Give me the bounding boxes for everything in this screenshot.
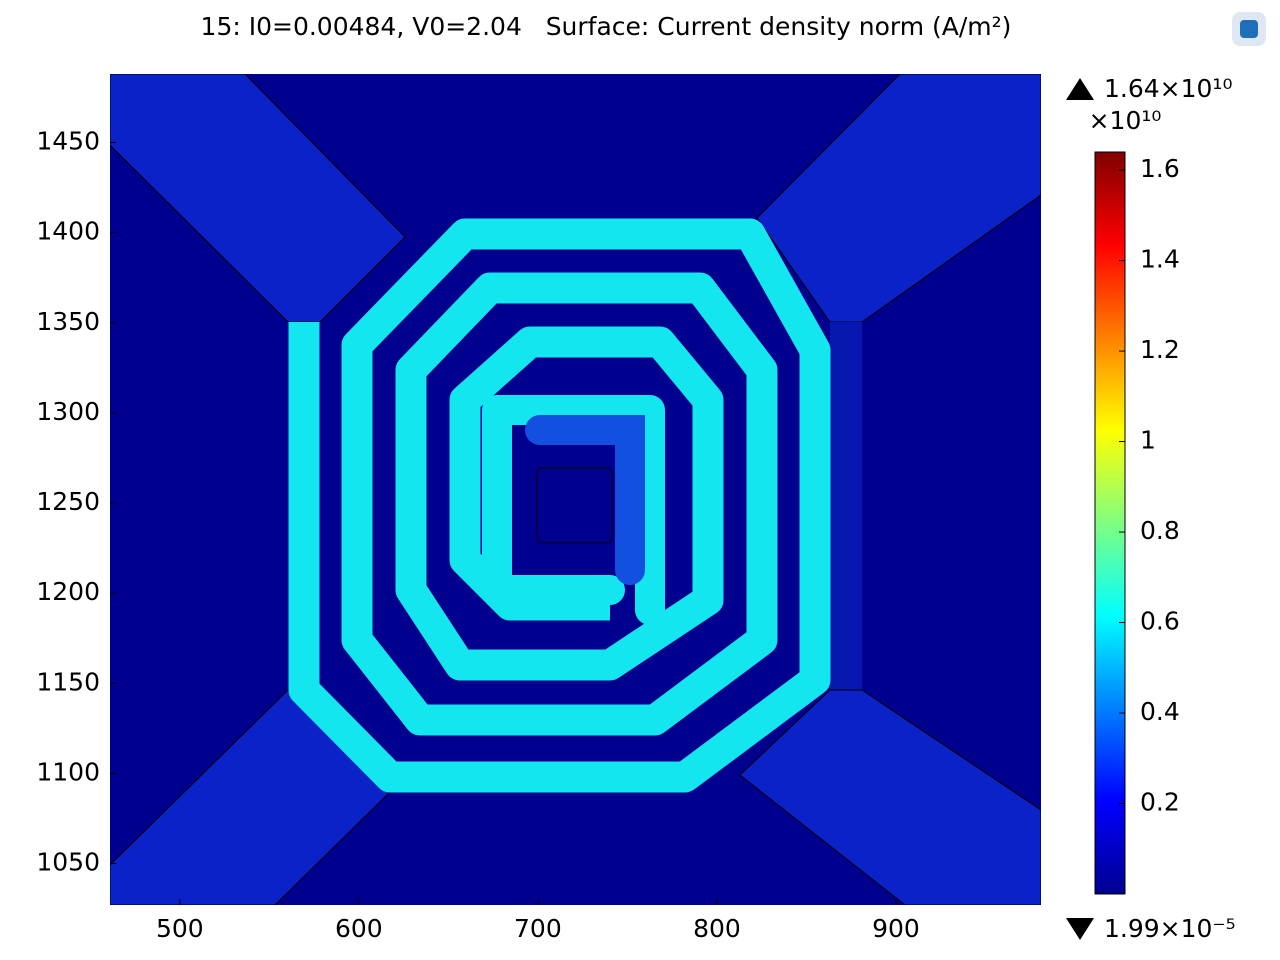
- colorbar-tick-label: 1.6: [1140, 154, 1180, 183]
- lead: [110, 74, 406, 323]
- y-tick-label: 1100: [36, 757, 100, 786]
- y-tick-label: 1350: [36, 307, 100, 336]
- colorbar-tick-label: 1: [1140, 426, 1156, 455]
- colorbar-tick-label: 0.8: [1140, 516, 1180, 545]
- colorbar-tick-label: 1.4: [1140, 245, 1180, 274]
- coil-inner: [482, 395, 665, 625]
- x-tick-label: 500: [156, 914, 204, 943]
- y-tick-label: 1300: [36, 397, 100, 426]
- min-label: 1.99×10⁻⁵: [1104, 914, 1236, 943]
- y-tick-label: 1250: [36, 487, 100, 516]
- lead: [739, 689, 1041, 905]
- y-tick-label: 1050: [36, 848, 100, 877]
- colorbar-tick-label: 0.6: [1140, 607, 1180, 636]
- logo-mark: [1240, 20, 1258, 38]
- colorbar-tick-label: 0.4: [1140, 697, 1180, 726]
- x-tick-label: 600: [335, 914, 383, 943]
- y-tick-label: 1400: [36, 217, 100, 246]
- x-tick-label: 700: [514, 914, 562, 943]
- lead: [830, 322, 862, 690]
- colorbar-tick-label: 1.2: [1140, 335, 1180, 364]
- colorbar-tick-label: 0.2: [1140, 788, 1180, 817]
- y-tick-label: 1200: [36, 577, 100, 606]
- colorbar: [1094, 151, 1126, 895]
- x-tick-label: 800: [693, 914, 741, 943]
- colorbar-exponent: ×10¹⁰: [1089, 106, 1162, 135]
- chart-title: 15: I0=0.00484, V0=2.04 Surface: Current…: [201, 12, 1012, 41]
- coil: [288, 218, 831, 793]
- max-marker: [1066, 78, 1094, 100]
- max-label: 1.64×10¹⁰: [1104, 74, 1232, 103]
- min-marker: [1066, 918, 1094, 940]
- y-tick-label: 1450: [36, 126, 100, 155]
- center-pad: [536, 467, 613, 544]
- x-tick-label: 900: [872, 914, 920, 943]
- y-tick-label: 1150: [36, 667, 100, 696]
- coil-inner-low: [525, 415, 645, 585]
- surface: [110, 74, 1041, 905]
